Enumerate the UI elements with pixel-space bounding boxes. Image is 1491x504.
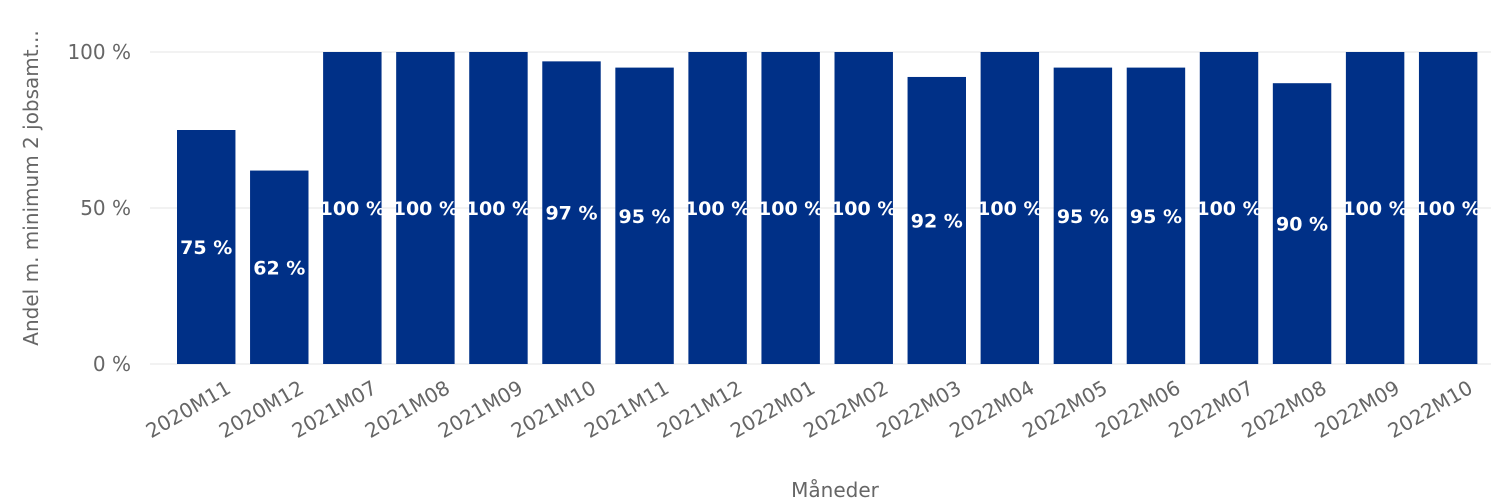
bar <box>1418 52 1478 364</box>
bar <box>1199 52 1259 364</box>
bar <box>907 76 966 365</box>
bar <box>542 61 601 365</box>
y-tick-label: 100 % <box>67 40 131 64</box>
data-label: 100 % <box>758 198 823 220</box>
bar <box>761 52 820 364</box>
data-label: 62 % <box>253 257 305 279</box>
data-label: 95 % <box>1057 206 1109 228</box>
data-label: 90 % <box>1276 214 1328 236</box>
bar <box>1126 67 1186 364</box>
data-label: 100 % <box>393 198 458 220</box>
bar <box>1345 52 1405 364</box>
bar <box>1272 83 1332 364</box>
bar <box>250 170 309 364</box>
x-axis-title: Måneder <box>791 478 879 502</box>
bar <box>615 67 674 364</box>
bars <box>177 52 1478 365</box>
bar <box>834 52 893 364</box>
bar <box>980 52 1040 364</box>
x-tick-label: 2022M10 <box>1384 375 1477 443</box>
y-tick-label: 0 % <box>93 352 131 376</box>
data-label: 100 % <box>466 198 531 220</box>
bar <box>323 52 382 364</box>
data-labels: 75 % 62 % 100 % 100 % 100 % 97 % 95 % 100 % 100 … <box>180 198 1481 279</box>
y-axis-ticks: 0 % 50 % 100 % <box>67 40 131 376</box>
data-label: 100 % <box>831 198 896 220</box>
bar <box>1053 67 1113 364</box>
bar <box>177 130 236 364</box>
data-label: 100 % <box>320 198 385 220</box>
data-label: 100 % <box>1196 198 1261 220</box>
bar <box>469 52 528 364</box>
data-label: 95 % <box>1130 206 1182 228</box>
data-label: 100 % <box>1416 198 1481 220</box>
bar <box>396 52 455 364</box>
y-axis-title: Andel m. minimum 2 jobsamt... <box>19 30 43 345</box>
data-label: 75 % <box>180 237 232 259</box>
bar <box>688 52 747 364</box>
y-tick-label: 50 % <box>80 196 131 220</box>
data-label: 97 % <box>545 203 597 225</box>
x-axis-ticks: 2020M112020M122021M072021M082021M092021M… <box>142 375 1477 443</box>
data-label: 95 % <box>619 206 671 228</box>
data-label: 100 % <box>1342 198 1407 220</box>
data-label: 100 % <box>977 198 1042 220</box>
data-label: 100 % <box>685 198 750 220</box>
data-label: 92 % <box>911 210 963 232</box>
